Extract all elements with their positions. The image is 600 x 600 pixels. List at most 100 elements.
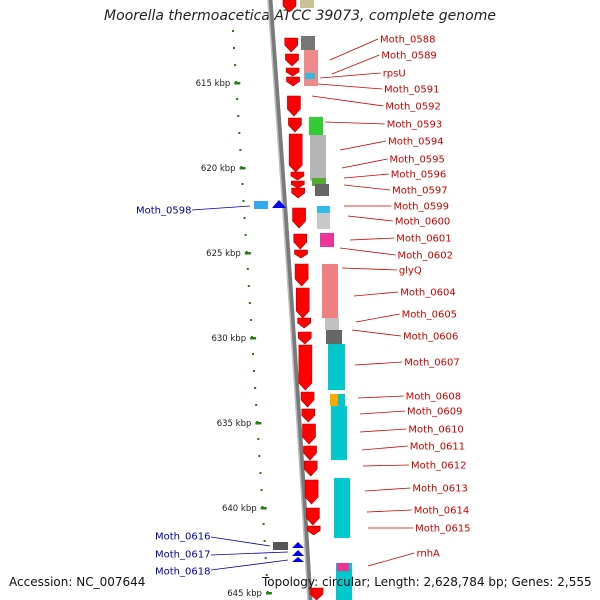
gene-subfeature-block bbox=[331, 406, 347, 460]
forward-gene-label: Moth_0588 bbox=[380, 35, 435, 46]
ruler-tick-label: 640 kbp bbox=[222, 504, 257, 514]
forward-gene-arrow bbox=[284, 37, 299, 53]
reverse-label-leader bbox=[210, 536, 271, 547]
ruler-dot bbox=[264, 557, 267, 559]
ruler-dot bbox=[232, 30, 234, 32]
gene-subfeature-block bbox=[338, 394, 345, 406]
forward-label-leader bbox=[349, 237, 395, 241]
ruler-dot bbox=[260, 489, 263, 491]
forward-label-leader bbox=[351, 329, 401, 337]
forward-gene-label: rpsU bbox=[383, 69, 406, 80]
reverse-subfeature-block bbox=[273, 542, 288, 550]
forward-gene-label: Moth_0607 bbox=[404, 358, 459, 369]
ruler-dot bbox=[259, 472, 262, 474]
gene-subfeature-block bbox=[317, 206, 330, 213]
forward-gene-arrow bbox=[295, 287, 310, 319]
forward-gene-arrow bbox=[294, 263, 309, 287]
forward-gene-label: Moth_0614 bbox=[414, 506, 469, 517]
gene-subfeature-block bbox=[315, 184, 329, 196]
forward-gene-arrow bbox=[297, 331, 312, 345]
reverse-gene-arrow bbox=[292, 550, 304, 556]
forward-gene-label: Moth_0608 bbox=[406, 392, 461, 403]
gene-subfeature-block bbox=[320, 233, 334, 247]
ruler-dot bbox=[258, 455, 261, 457]
ruler-tick bbox=[265, 592, 272, 595]
forward-label-leader bbox=[319, 72, 381, 79]
forward-gene-arrow bbox=[309, 587, 324, 600]
forward-label-leader bbox=[341, 158, 388, 169]
forward-gene-label: Moth_0592 bbox=[385, 102, 440, 113]
forward-label-leader bbox=[354, 361, 403, 366]
reverse-gene-label: Moth_0616 bbox=[155, 532, 210, 543]
forward-gene-arrow bbox=[298, 344, 313, 391]
forward-gene-arrow bbox=[291, 180, 305, 189]
ruler-tick-label: 635 kbp bbox=[217, 419, 252, 429]
forward-gene-arrow bbox=[288, 117, 302, 133]
forward-gene-label: Moth_0604 bbox=[400, 288, 455, 299]
feature-layer bbox=[254, 0, 352, 600]
ruler-tick-label: 620 kbp bbox=[201, 164, 236, 174]
ruler-tick-label: 630 kbp bbox=[211, 334, 246, 344]
forward-label-leader bbox=[347, 215, 393, 222]
ruler-tick bbox=[234, 82, 241, 85]
ruler-dot bbox=[254, 387, 257, 389]
forward-gene-label: Moth_0606 bbox=[403, 332, 458, 343]
forward-gene-label: Moth_0595 bbox=[389, 155, 444, 166]
forward-gene-arrow bbox=[301, 408, 316, 423]
ruler-dot bbox=[249, 319, 252, 321]
forward-gene-label: Moth_0611 bbox=[410, 442, 465, 453]
ruler-tick-label: 625 kbp bbox=[206, 249, 241, 259]
ruler-tick bbox=[239, 167, 246, 170]
reverse-label-leader bbox=[210, 559, 289, 571]
forward-gene-arrow bbox=[300, 391, 315, 408]
ruler-dot bbox=[236, 98, 239, 100]
gene-subfeature-block bbox=[322, 264, 338, 318]
ruler-dot bbox=[233, 47, 236, 49]
forward-label-leader bbox=[339, 247, 396, 256]
forward-label-leader bbox=[367, 552, 415, 567]
reverse-gene-label: Moth_0598 bbox=[136, 206, 191, 217]
forward-label-leader bbox=[341, 267, 397, 271]
forward-gene-arrow bbox=[294, 249, 308, 259]
forward-gene-arrow bbox=[285, 67, 300, 77]
ruler-dot bbox=[237, 115, 240, 117]
ruler-dot bbox=[257, 438, 260, 440]
forward-gene-arrow bbox=[303, 460, 318, 477]
reverse-gene-arrow bbox=[272, 200, 286, 208]
forward-label-leader bbox=[311, 95, 384, 107]
gene-subfeature-block bbox=[337, 563, 349, 571]
forward-label-leader bbox=[359, 428, 407, 433]
forward-gene-label: Moth_0610 bbox=[408, 425, 463, 436]
topology-text: Topology: circular; Length: 2,628,784 bp… bbox=[262, 575, 592, 589]
forward-label-leader bbox=[331, 54, 380, 75]
gene-subfeature-block bbox=[336, 563, 352, 600]
forward-label-leader bbox=[359, 410, 406, 415]
forward-label-leader bbox=[329, 38, 379, 61]
ruler-tick bbox=[250, 337, 257, 340]
label-layer: Moth_0588 Moth_0589 rpsU Moth_0591 Moth_0592… bbox=[136, 35, 471, 578]
ruler-dot bbox=[244, 234, 247, 236]
forward-gene-arrow bbox=[303, 445, 317, 461]
forward-label-leader bbox=[366, 509, 412, 513]
gene-subfeature-block bbox=[309, 117, 323, 135]
forward-gene-label: Moth_0615 bbox=[415, 524, 470, 535]
forward-gene-arrow bbox=[288, 133, 303, 173]
ruler-dot bbox=[242, 200, 245, 202]
forward-label-leader bbox=[357, 395, 404, 399]
forward-gene-label: Moth_0596 bbox=[391, 170, 446, 181]
reverse-subfeature-block bbox=[254, 201, 268, 209]
reverse-gene-arrow bbox=[292, 557, 304, 562]
ruler-dot bbox=[248, 302, 251, 304]
forward-label-leader bbox=[343, 184, 391, 191]
gene-subfeature-block bbox=[328, 344, 345, 390]
accession-text: Accession: NC_007644 bbox=[9, 575, 146, 589]
forward-gene-label: Moth_0591 bbox=[384, 85, 439, 96]
forward-label-leader bbox=[343, 173, 389, 179]
ruler-dot bbox=[263, 540, 266, 542]
forward-gene-label: Moth_0600 bbox=[395, 217, 450, 228]
gene-subfeature-block bbox=[305, 73, 315, 79]
forward-label-leader bbox=[355, 313, 400, 323]
forward-gene-arrow bbox=[291, 187, 305, 199]
reverse-gene-arrow bbox=[292, 542, 304, 548]
